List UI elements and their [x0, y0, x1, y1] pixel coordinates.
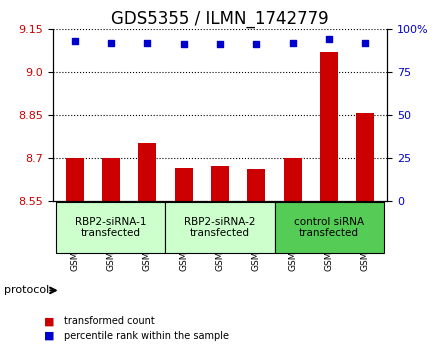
FancyBboxPatch shape	[275, 201, 384, 253]
Point	[289, 40, 296, 46]
Bar	[356, 113, 374, 200]
Point	[326, 36, 333, 42]
Text: ■: ■	[44, 316, 55, 326]
FancyBboxPatch shape	[56, 201, 165, 253]
Bar	[102, 158, 120, 200]
Bar	[211, 166, 229, 200]
Text: control siRNA
transfected: control siRNA transfected	[294, 216, 364, 238]
Point	[144, 40, 151, 46]
Text: percentile rank within the sample: percentile rank within the sample	[64, 331, 229, 341]
Text: protocol: protocol	[4, 285, 50, 295]
Point	[180, 42, 187, 48]
FancyBboxPatch shape	[165, 201, 275, 253]
Text: RBP2-siRNA-1
transfected: RBP2-siRNA-1 transfected	[75, 216, 147, 238]
Text: transformed count: transformed count	[64, 316, 154, 326]
Bar	[66, 158, 84, 200]
Point	[253, 42, 260, 48]
Point	[216, 42, 224, 48]
Point	[362, 40, 369, 46]
Bar	[175, 168, 193, 200]
Point	[107, 40, 114, 46]
Bar	[247, 169, 265, 200]
Bar	[138, 143, 156, 200]
Title: GDS5355 / ILMN_1742779: GDS5355 / ILMN_1742779	[111, 10, 329, 28]
Text: RBP2-siRNA-2
transfected: RBP2-siRNA-2 transfected	[184, 216, 256, 238]
Text: ■: ■	[44, 331, 55, 341]
Bar	[284, 158, 302, 200]
Point	[71, 38, 78, 44]
Bar	[320, 52, 338, 200]
